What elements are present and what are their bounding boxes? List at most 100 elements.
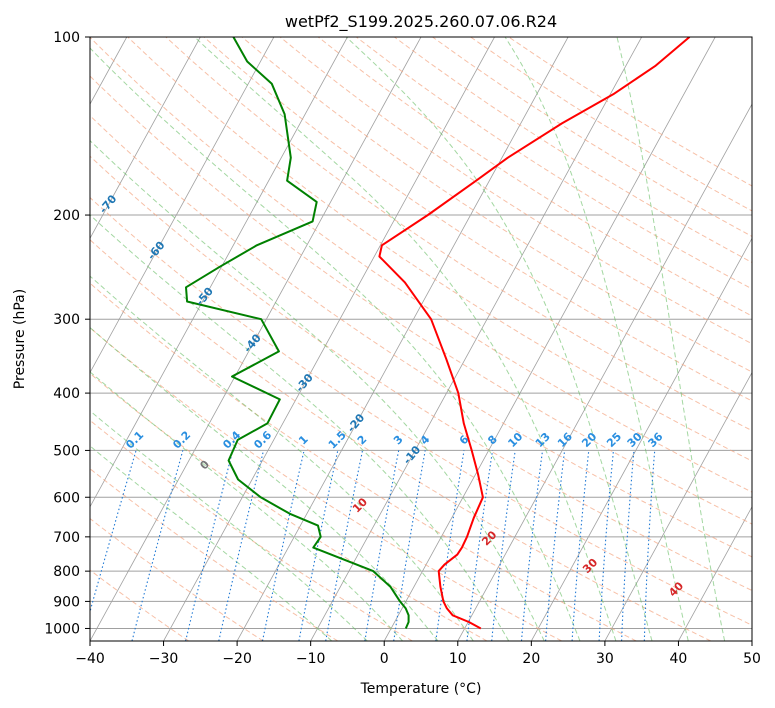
mixing-ratio-label-text: 10: [505, 430, 525, 450]
dry-adiabat: [508, 37, 752, 187]
mixing-ratio-label: 25: [604, 430, 624, 450]
moist-adiabat: [345, 37, 653, 641]
x-tick-label: 40: [670, 651, 688, 667]
mixing-ratio-line: [393, 450, 426, 641]
line-labels: -100-90-80-70-60-50-40-30-20-100.10.20.4…: [0, 111, 687, 599]
mixing-ratio-label-text: 36: [646, 430, 666, 450]
dry-adiabat-label-text: -10: [401, 443, 424, 467]
mixing-ratio-label: 0.4: [220, 428, 243, 451]
mixing-ratio-label: 3: [391, 433, 406, 448]
dry-adiabat-label: -90: [0, 111, 17, 135]
y-tick-label: 200: [53, 208, 80, 224]
dewpoint-profile-line: [185, 37, 410, 629]
mixing-ratio-label-text: 3: [391, 433, 406, 448]
isotherm: [530, 237, 752, 641]
y-tick-label: 600: [53, 490, 80, 506]
x-tick-label: −10: [296, 651, 326, 667]
isotherm: [90, 37, 201, 240]
dry-adiabat: [470, 37, 752, 212]
dry-adiabat: [90, 327, 562, 641]
temperature-profile-line: [378, 37, 691, 630]
dry-adiabat-label-text: -60: [145, 239, 168, 263]
dry-adiabat-label: -70: [97, 192, 120, 216]
mixing-ratio-label-text: 1: [296, 433, 311, 448]
mixing-ratio-line: [520, 450, 544, 641]
mixing-ratio-label-text: 1.5: [326, 429, 349, 452]
y-tick-label: 300: [53, 312, 80, 328]
moist-adiabat-label: 20: [479, 528, 499, 548]
moist-adiabats: [90, 37, 726, 641]
mixing-ratio-label: 1: [296, 433, 311, 448]
moist-adiabat-label-text: 30: [580, 556, 600, 576]
pressure-gridlines: [90, 37, 752, 629]
dry-adiabat-label-text: -20: [345, 411, 368, 435]
dry-adiabat: [90, 155, 752, 592]
dry-adiabats: [90, 37, 752, 641]
isotherm: [90, 37, 348, 508]
dry-adiabat: [90, 517, 264, 641]
y-axis-label: Pressure (hPa): [12, 289, 28, 389]
mixing-ratio-label: 13: [533, 430, 553, 450]
moist-adiabat-label-text: 0: [197, 458, 212, 473]
isotherm: [383, 37, 716, 641]
isotherm: [90, 37, 422, 641]
y-tick-label: 1000: [44, 621, 80, 637]
y-tick-label: 800: [53, 564, 80, 580]
mixing-ratio-label-text: 0.4: [220, 428, 243, 451]
y-tick-label: 400: [53, 386, 80, 402]
x-tick-label: −40: [75, 651, 105, 667]
isotherm: [310, 37, 643, 641]
mixing-ratio-label-text: 0.6: [251, 428, 274, 451]
mixing-ratio-label: 1.5: [326, 429, 349, 452]
dry-adiabat-label: -20: [345, 411, 368, 435]
mixing-ratio-line: [218, 450, 265, 641]
moist-adiabat: [90, 214, 510, 641]
mixing-ratio-line: [261, 450, 305, 641]
x-tick-label: 10: [449, 651, 467, 667]
moist-adiabat-label: 40: [666, 579, 686, 599]
y-tick-label: 500: [53, 443, 80, 459]
moist-adiabat: [616, 37, 726, 641]
mixing-ratio-label-text: 25: [604, 430, 624, 450]
mixing-ratio-line: [435, 450, 465, 641]
isotherm: [457, 103, 752, 641]
y-tick-label: 100: [53, 30, 80, 46]
moist-adiabat: [90, 445, 333, 641]
dry-adiabat: [90, 239, 712, 641]
mixing-ratio-label: 8: [485, 433, 500, 448]
dry-adiabat-label-text: -80: [45, 153, 68, 177]
isotherm: [678, 505, 752, 641]
mixing-ratio-line: [545, 450, 566, 641]
profile-series: [185, 37, 691, 630]
moist-adiabat-label-text: 40: [666, 579, 686, 599]
dry-adiabat: [127, 37, 752, 462]
dry-adiabat: [90, 196, 752, 626]
mixing-ratio-line: [466, 450, 494, 641]
mixing-ratio-label: 10: [505, 430, 525, 450]
mixing-ratio-label-text: 4: [418, 433, 433, 448]
dry-adiabat-label-text: -70: [97, 192, 120, 216]
plot-area: -100-90-80-70-60-50-40-30-20-100.10.20.4…: [0, 37, 752, 641]
mixing-ratio-label-text: 0.2: [170, 429, 193, 452]
dry-adiabat: [317, 37, 752, 317]
mixing-ratio-label: 4: [418, 433, 433, 448]
dry-adiabat-label: -30: [293, 371, 316, 395]
isotherm: [604, 371, 752, 641]
dry-adiabat-label: -60: [145, 239, 168, 263]
mixing-ratio-label: 36: [646, 430, 666, 450]
mixing-ratio-lines: [90, 450, 656, 641]
dry-adiabat: [241, 37, 752, 373]
x-axis-label: Temperature (°C): [360, 681, 482, 697]
dry-adiabat: [90, 75, 752, 525]
moist-adiabat: [90, 326, 439, 641]
dry-adiabat: [90, 419, 413, 641]
x-tick-label: 0: [380, 651, 389, 667]
mixing-ratio-line: [90, 450, 137, 614]
isotherm: [236, 37, 569, 641]
dry-adiabat: [90, 569, 189, 641]
plot-frame: [89, 36, 753, 642]
chart-title: wetPf2_S199.2025.260.07.06.R24: [285, 12, 557, 32]
mixing-ratio-label: 0.1: [123, 429, 146, 452]
dry-adiabat-label-text: -30: [293, 371, 316, 395]
